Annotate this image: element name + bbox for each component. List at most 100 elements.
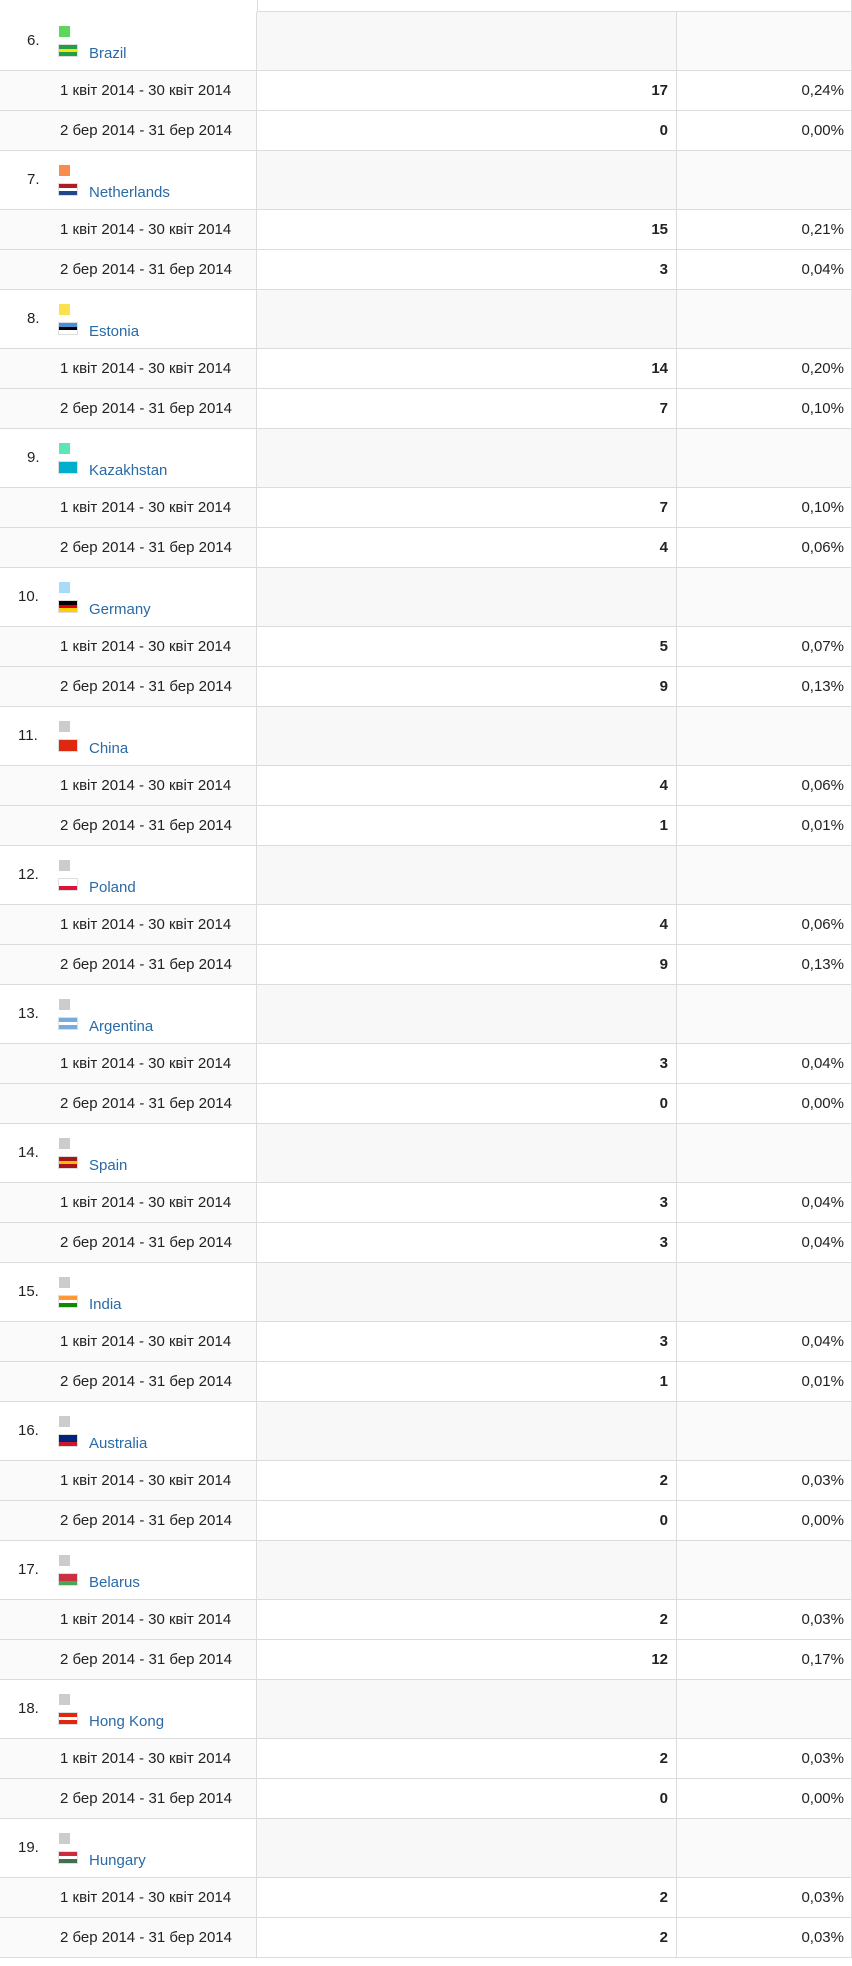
percent: 0,01% <box>801 817 844 834</box>
color-swatch <box>59 1416 70 1427</box>
country-link[interactable]: Hungary <box>89 1852 146 1869</box>
country-link[interactable]: India <box>89 1296 122 1313</box>
period: 1 квіт 2014 - 30 квіт 2014 <box>60 360 232 377</box>
group-cell <box>677 151 852 210</box>
row-cell <box>0 528 257 568</box>
percent: 0,03% <box>801 1611 844 1628</box>
period: 2 бер 2014 - 31 бер 2014 <box>60 678 232 695</box>
value: 0 <box>659 122 668 139</box>
value: 0 <box>659 1095 668 1112</box>
rank: 17. <box>18 1561 39 1578</box>
rank: 14. <box>18 1144 39 1161</box>
row-cell <box>0 1183 257 1223</box>
row-cell <box>0 806 257 846</box>
row-cell <box>0 389 257 429</box>
percent: 0,17% <box>801 1651 844 1668</box>
group-cell <box>257 151 677 210</box>
color-swatch <box>59 443 70 454</box>
row-cell <box>677 1739 852 1779</box>
group-cell <box>677 707 852 766</box>
value: 12 <box>651 1651 668 1668</box>
period: 2 бер 2014 - 31 бер 2014 <box>60 1095 232 1112</box>
color-swatch <box>59 721 70 732</box>
color-swatch <box>59 582 70 593</box>
row-cell <box>0 1640 257 1680</box>
period: 1 квіт 2014 - 30 квіт 2014 <box>60 1750 232 1767</box>
color-swatch <box>59 1277 70 1288</box>
value: 1 <box>659 817 668 834</box>
group-cell <box>677 1263 852 1322</box>
percent: 0,06% <box>801 539 844 556</box>
group-cell <box>257 985 677 1044</box>
row-cell <box>677 111 852 151</box>
country-link[interactable]: Germany <box>89 601 151 618</box>
period: 2 бер 2014 - 31 бер 2014 <box>60 1373 232 1390</box>
percent: 0,01% <box>801 1373 844 1390</box>
row-cell <box>0 766 257 806</box>
row-cell <box>0 1461 257 1501</box>
period: 2 бер 2014 - 31 бер 2014 <box>60 1790 232 1807</box>
country-link[interactable]: Belarus <box>89 1574 140 1591</box>
row-cell <box>257 1878 677 1918</box>
value: 7 <box>659 499 668 516</box>
percent: 0,07% <box>801 638 844 655</box>
period: 2 бер 2014 - 31 бер 2014 <box>60 1651 232 1668</box>
country-link[interactable]: Estonia <box>89 323 140 340</box>
row-cell <box>677 1183 852 1223</box>
row-cell <box>677 1600 852 1640</box>
value: 4 <box>659 777 668 794</box>
row-cell <box>0 1501 257 1541</box>
row-cell <box>0 1779 257 1819</box>
rank: 11. <box>18 727 38 744</box>
group-cell <box>0 1263 257 1322</box>
period: 2 бер 2014 - 31 бер 2014 <box>60 261 232 278</box>
country-link[interactable]: China <box>89 740 129 757</box>
value: 14 <box>651 360 668 377</box>
flag-icon <box>58 1017 78 1030</box>
country-link[interactable]: Australia <box>89 1435 148 1452</box>
rank: 10. <box>18 588 39 605</box>
row-cell <box>257 389 677 429</box>
percent: 0,24% <box>801 82 844 99</box>
value: 5 <box>659 638 668 655</box>
percent: 0,04% <box>801 1055 844 1072</box>
percent: 0,00% <box>801 122 844 139</box>
rank: 18. <box>18 1700 39 1717</box>
period: 1 квіт 2014 - 30 квіт 2014 <box>60 82 232 99</box>
top-border <box>257 0 852 12</box>
percent: 0,13% <box>801 956 844 973</box>
country-link[interactable]: Netherlands <box>89 184 170 201</box>
row-cell <box>257 1501 677 1541</box>
country-link[interactable]: Kazakhstan <box>89 462 168 479</box>
value: 3 <box>659 1055 668 1072</box>
period: 1 квіт 2014 - 30 квіт 2014 <box>60 1889 232 1906</box>
country-link[interactable]: Brazil <box>89 45 127 62</box>
row-cell <box>677 1640 852 1680</box>
country-link[interactable]: Hong Kong <box>89 1713 165 1730</box>
group-cell <box>257 1263 677 1322</box>
flag-icon <box>58 1434 78 1447</box>
row-cell <box>0 627 257 667</box>
country-link[interactable]: Argentina <box>89 1018 154 1035</box>
flag-icon <box>58 1851 78 1864</box>
percent: 0,03% <box>801 1929 844 1946</box>
percent: 0,20% <box>801 360 844 377</box>
row-cell <box>0 488 257 528</box>
rank: 13. <box>18 1005 39 1022</box>
row-cell <box>0 250 257 290</box>
value: 15 <box>651 221 668 238</box>
percent: 0,03% <box>801 1472 844 1489</box>
country-link[interactable]: Poland <box>89 879 136 896</box>
group-cell <box>257 568 677 627</box>
group-cell <box>257 1541 677 1600</box>
row-cell <box>677 806 852 846</box>
period: 1 квіт 2014 - 30 квіт 2014 <box>60 777 232 794</box>
row-cell <box>677 1223 852 1263</box>
group-cell <box>677 568 852 627</box>
row-cell <box>257 250 677 290</box>
value: 3 <box>659 1333 668 1350</box>
row-cell <box>0 210 257 250</box>
group-cell <box>257 707 677 766</box>
country-link[interactable]: Spain <box>89 1157 128 1174</box>
flag-icon <box>58 322 78 335</box>
